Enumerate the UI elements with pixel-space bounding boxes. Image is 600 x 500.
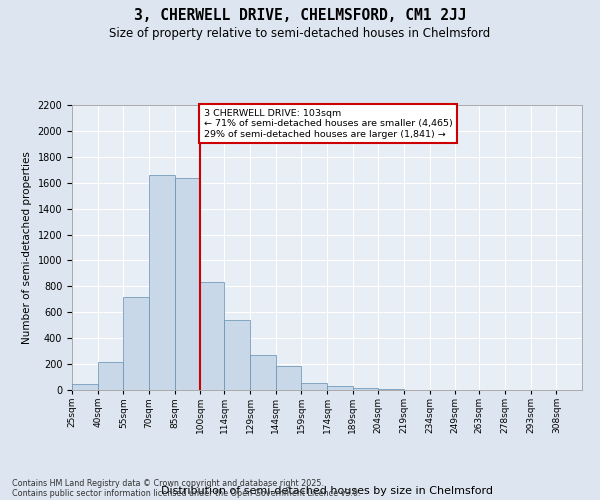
Text: 3 CHERWELL DRIVE: 103sqm
← 71% of semi-detached houses are smaller (4,465)
29% o: 3 CHERWELL DRIVE: 103sqm ← 71% of semi-d… — [204, 109, 452, 138]
Bar — [149, 175, 175, 390]
Bar — [72, 384, 98, 390]
Text: Contains HM Land Registry data © Crown copyright and database right 2025.: Contains HM Land Registry data © Crown c… — [12, 478, 324, 488]
Text: Size of property relative to semi-detached houses in Chelmsford: Size of property relative to semi-detach… — [109, 28, 491, 40]
Text: 3, CHERWELL DRIVE, CHELMSFORD, CM1 2JJ: 3, CHERWELL DRIVE, CHELMSFORD, CM1 2JJ — [134, 8, 466, 22]
Bar — [327, 386, 353, 390]
Bar — [98, 362, 124, 390]
Y-axis label: Number of semi-detached properties: Number of semi-detached properties — [22, 151, 32, 344]
Bar — [379, 389, 404, 390]
Bar — [275, 366, 301, 390]
Bar — [224, 320, 250, 390]
Bar — [301, 383, 327, 390]
Bar — [200, 282, 224, 390]
Text: Contains public sector information licensed under the Open Government Licence v3: Contains public sector information licen… — [12, 488, 361, 498]
Bar — [175, 178, 200, 390]
Bar — [124, 296, 149, 390]
Bar — [250, 355, 275, 390]
Bar — [353, 388, 379, 390]
X-axis label: Distribution of semi-detached houses by size in Chelmsford: Distribution of semi-detached houses by … — [161, 486, 493, 496]
